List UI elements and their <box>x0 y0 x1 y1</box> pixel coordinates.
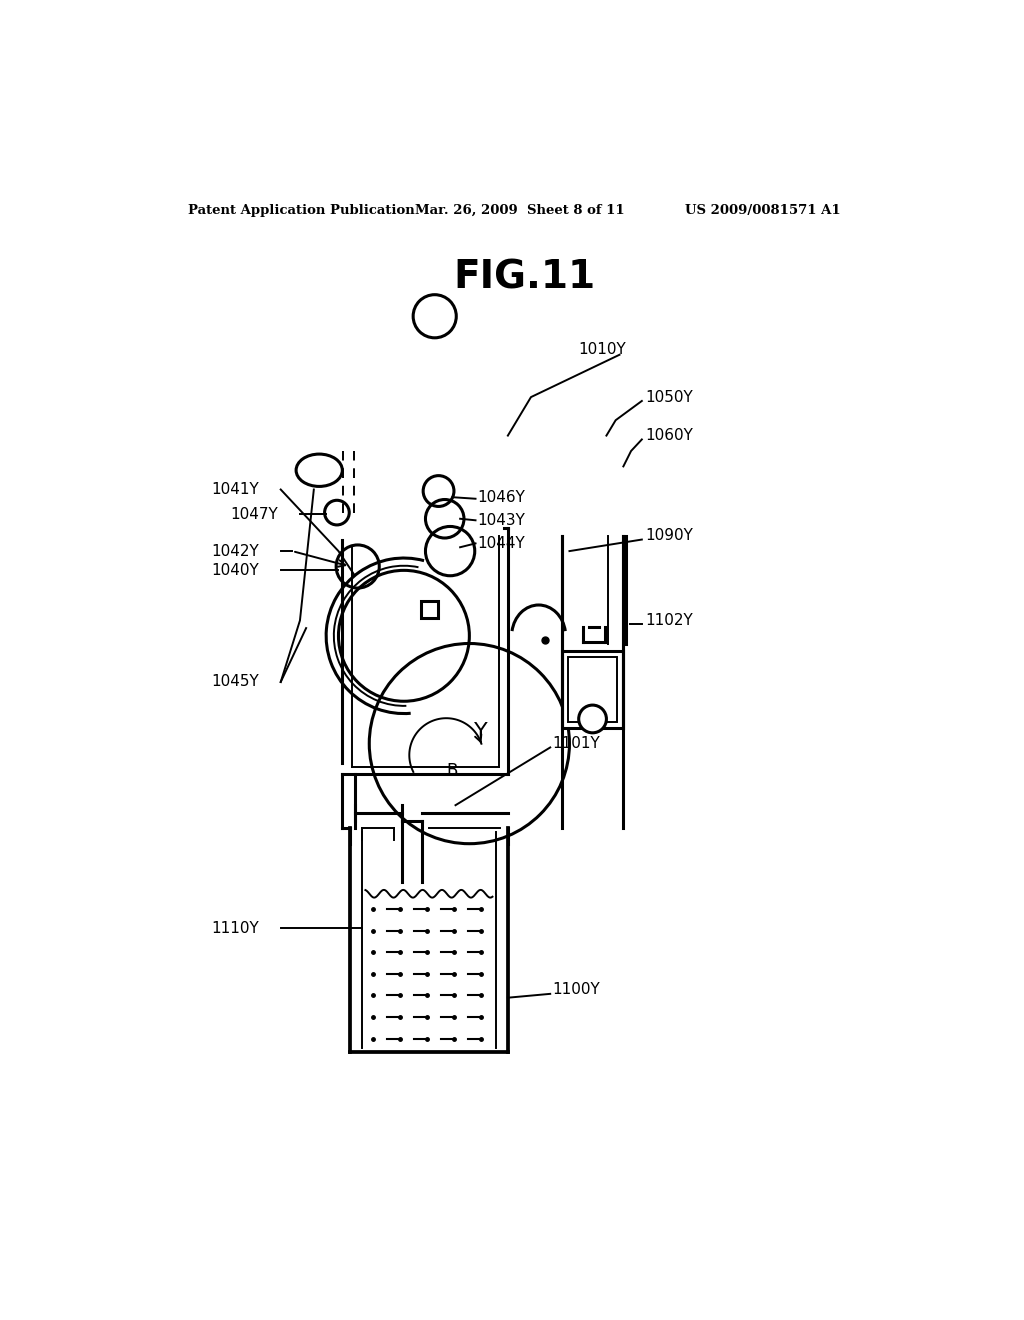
Text: 1041Y: 1041Y <box>211 482 259 498</box>
Circle shape <box>579 705 606 733</box>
Bar <box>562 651 624 729</box>
Text: 1045Y: 1045Y <box>211 675 259 689</box>
Text: Patent Application Publication: Patent Application Publication <box>188 205 415 218</box>
Text: 1040Y: 1040Y <box>211 562 259 578</box>
Text: 1090Y: 1090Y <box>645 528 693 544</box>
Text: Y: Y <box>474 722 487 742</box>
Text: 1047Y: 1047Y <box>230 507 279 521</box>
Text: 1050Y: 1050Y <box>645 389 692 405</box>
Text: Mar. 26, 2009  Sheet 8 of 11: Mar. 26, 2009 Sheet 8 of 11 <box>416 205 625 218</box>
Text: 1110Y: 1110Y <box>211 921 259 936</box>
Text: US 2009/0081571 A1: US 2009/0081571 A1 <box>685 205 841 218</box>
Text: 1102Y: 1102Y <box>645 612 692 628</box>
Text: 1100Y: 1100Y <box>553 982 600 998</box>
Text: B: B <box>446 762 458 780</box>
Text: 1101Y: 1101Y <box>553 737 600 751</box>
Circle shape <box>413 294 457 338</box>
Bar <box>568 657 617 722</box>
Text: FIG.11: FIG.11 <box>454 259 596 297</box>
Text: 1042Y: 1042Y <box>211 544 259 558</box>
Bar <box>421 601 438 618</box>
Text: 1010Y: 1010Y <box>579 342 627 356</box>
Text: 1060Y: 1060Y <box>645 428 693 444</box>
Text: 1044Y: 1044Y <box>477 536 525 550</box>
Text: 1043Y: 1043Y <box>477 512 525 528</box>
Text: 1046Y: 1046Y <box>477 490 525 504</box>
